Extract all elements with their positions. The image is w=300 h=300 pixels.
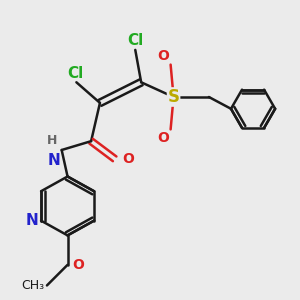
Text: CH₃: CH₃ xyxy=(21,279,44,292)
Text: O: O xyxy=(157,49,169,63)
Text: S: S xyxy=(168,88,180,106)
Text: N: N xyxy=(26,213,38,228)
Text: O: O xyxy=(72,258,84,272)
Text: N: N xyxy=(47,153,60,168)
Text: O: O xyxy=(122,152,134,166)
Text: H: H xyxy=(47,134,57,147)
Text: Cl: Cl xyxy=(67,66,83,81)
Text: Cl: Cl xyxy=(127,33,143,48)
Text: O: O xyxy=(157,131,169,145)
